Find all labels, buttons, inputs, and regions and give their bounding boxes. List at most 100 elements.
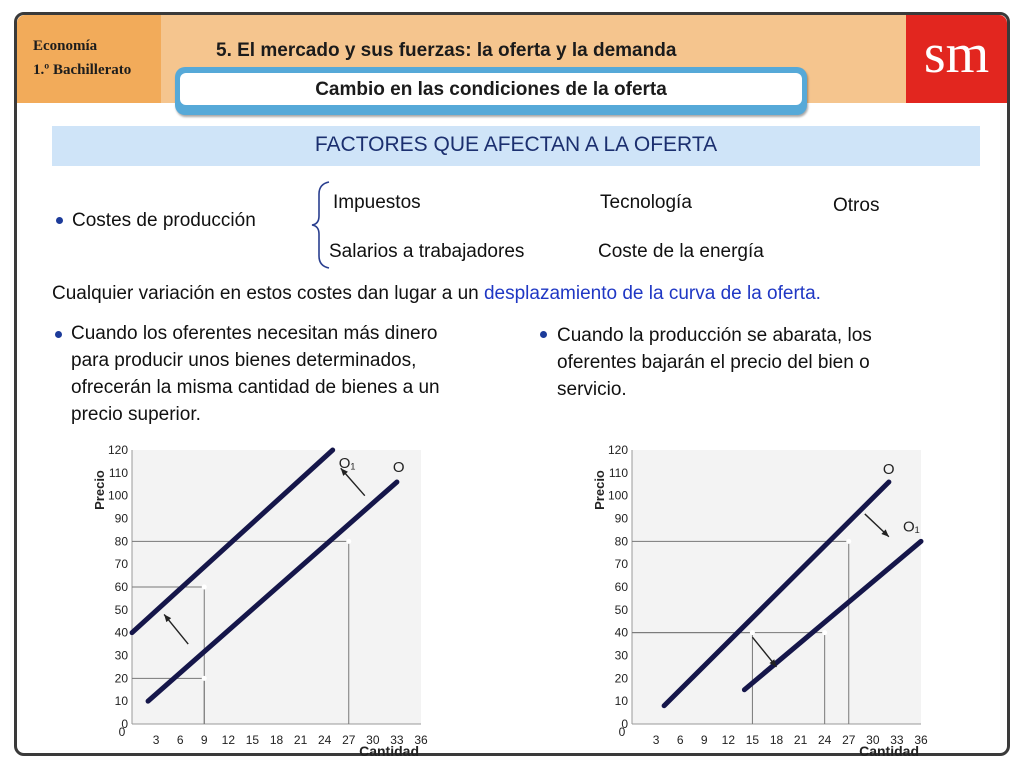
x-tick-label: 18 <box>270 733 284 747</box>
curve-label: O <box>393 459 405 476</box>
y-tick-label: 100 <box>608 489 628 503</box>
x-tick-label: 27 <box>842 733 856 747</box>
subject-box: Economía 1.º Bachillerato <box>17 15 161 103</box>
shift-arrow-head <box>164 614 172 623</box>
x-tick-label: 9 <box>701 733 708 747</box>
y-tick-label: 10 <box>615 694 629 708</box>
supply-curve-o <box>145 479 400 704</box>
unit-title: 5. El mercado y sus fuerzas: la oferta y… <box>216 40 677 61</box>
y-tick-label: 100 <box>108 489 128 503</box>
y-tick-label: 60 <box>615 580 629 594</box>
x-tick-label: 21 <box>794 733 808 747</box>
y-tick-label: 90 <box>115 512 129 526</box>
y-tick-label: 90 <box>615 512 629 526</box>
y-tick-label: 110 <box>109 466 128 480</box>
cost-item-otros: Otros <box>833 195 880 216</box>
left-line: ofrecerán la misma cantidad de bienes a … <box>71 377 440 398</box>
x-tick-label: 6 <box>677 733 684 747</box>
cost-item-salarios: Salarios a trabajadores <box>329 241 525 262</box>
bullet-icon <box>540 331 547 338</box>
x-tick-label: 15 <box>746 733 760 747</box>
y-tick-label: 60 <box>115 580 129 594</box>
y-tick-label: 120 <box>608 443 628 457</box>
right-line: oferentes bajarán el precio del bien o <box>557 352 870 373</box>
y-tick-label: 50 <box>615 603 629 617</box>
x-tick-label: 3 <box>153 733 160 747</box>
y-axis-label: Precio <box>592 470 607 510</box>
x-tick-label: 33 <box>390 733 404 747</box>
x-tick-label: 27 <box>342 733 356 747</box>
y-tick-label: 120 <box>108 443 128 457</box>
y-tick-label: 50 <box>115 603 129 617</box>
x-tick-label: 36 <box>414 733 428 747</box>
x-axis-label: Cantidad <box>859 743 919 756</box>
x-tick-label: 30 <box>866 733 880 747</box>
x-tick-label: 30 <box>366 733 380 747</box>
variation-text: Cualquier variación en estos costes dan … <box>52 283 484 304</box>
cost-item-energia: Coste de la energía <box>598 241 764 262</box>
y-tick-label: 40 <box>615 626 629 640</box>
costs-label: Costes de producción <box>72 210 256 231</box>
cost-item-tecnologia: Tecnología <box>600 192 692 213</box>
x-axis-label: Cantidad <box>359 743 419 756</box>
y-tick-label: 40 <box>115 626 129 640</box>
y-tick-label: 20 <box>115 671 129 685</box>
bullet-icon <box>56 217 63 224</box>
x-tick-label: 0 <box>619 725 626 739</box>
shift-arrow-head <box>881 529 889 537</box>
intersection-point <box>201 675 207 681</box>
y-tick-label: 0 <box>121 717 128 731</box>
variation-highlight: desplazamiento de la curva de la oferta. <box>483 283 821 304</box>
section-banner <box>175 67 807 115</box>
left-paragraph: Cuando los oferentes necesitan más diner… <box>71 320 440 428</box>
y-tick-label: 70 <box>115 557 129 571</box>
y-tick-label: 80 <box>615 534 629 548</box>
variation-statement: Cualquier variación en estos costes dan … <box>52 283 821 305</box>
left-line: precio superior. <box>71 404 201 425</box>
curve-label: O <box>883 461 895 478</box>
curve-label: O₁ <box>339 455 356 472</box>
x-tick-label: 24 <box>818 733 832 747</box>
y-tick-label: 10 <box>115 694 129 708</box>
x-tick-label: 24 <box>318 733 332 747</box>
supply-curve-o1 <box>129 447 336 636</box>
y-tick-label: 30 <box>615 649 629 663</box>
x-tick-label: 33 <box>890 733 904 747</box>
shift-arrow-head <box>769 659 777 667</box>
shift-arrow-head <box>340 468 348 476</box>
cost-item-impuestos: Impuestos <box>333 192 421 213</box>
bullet-icon <box>55 331 62 338</box>
intersection-point <box>201 584 207 590</box>
y-tick-label: 30 <box>115 649 129 663</box>
x-tick-label: 36 <box>914 733 928 747</box>
brace-icon <box>311 181 330 269</box>
intersection-point <box>822 630 828 636</box>
sm-logo: sm <box>906 15 1007 103</box>
section-banner-inner <box>180 73 802 105</box>
subject-name: Economía <box>33 38 98 54</box>
right-line: servicio. <box>557 379 627 400</box>
y-tick-label: 70 <box>615 557 629 571</box>
subject-level: 1.º Bachillerato <box>33 62 132 78</box>
y-tick-label: 0 <box>621 717 628 731</box>
x-tick-label: 0 <box>119 725 126 739</box>
right-line: Cuando la producción se abarata, los <box>557 325 872 346</box>
x-tick-label: 18 <box>770 733 784 747</box>
x-tick-label: 3 <box>653 733 660 747</box>
x-tick-label: 12 <box>222 733 236 747</box>
y-axis-label: Precio <box>92 470 107 510</box>
x-tick-label: 6 <box>177 733 184 747</box>
right-paragraph: Cuando la producción se abarata, los ofe… <box>557 322 872 403</box>
factors-bar: FACTORES QUE AFECTAN A LA OFERTA <box>52 126 980 166</box>
left-line: para producir unos bienes determinados, <box>71 350 417 371</box>
x-tick-label: 21 <box>294 733 308 747</box>
factors-title: FACTORES QUE AFECTAN A LA OFERTA <box>314 133 718 156</box>
intersection-point <box>749 630 755 636</box>
x-tick-label: 9 <box>201 733 208 747</box>
left-line: Cuando los oferentes necesitan más diner… <box>71 323 438 344</box>
x-tick-label: 15 <box>246 733 260 747</box>
y-tick-label: 20 <box>615 671 629 685</box>
section-title: Cambio en las condiciones de la oferta <box>315 79 667 100</box>
